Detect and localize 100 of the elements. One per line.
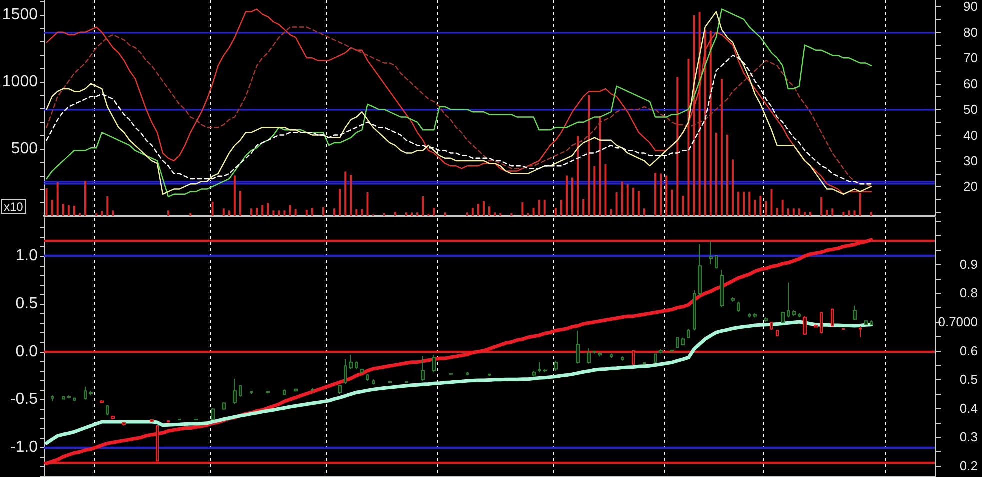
- bar: [294, 209, 297, 216]
- bar: [770, 189, 773, 216]
- bar: [538, 200, 540, 216]
- candlestick: [250, 390, 253, 395]
- bar: [444, 212, 446, 216]
- candlestick: [349, 354, 353, 370]
- candlestick: [73, 397, 76, 402]
- y2-tick-label: 70: [964, 50, 978, 66]
- candlestick: [731, 297, 735, 302]
- y-tick-label: 1500: [2, 6, 38, 24]
- candlestick: [781, 311, 785, 324]
- bar: [433, 208, 436, 216]
- bar: [334, 208, 336, 216]
- candlestick: [100, 400, 104, 404]
- candlestick: [709, 240, 713, 265]
- y2-tick-label: 50: [964, 102, 978, 118]
- bar: [361, 209, 364, 216]
- bar: [73, 206, 76, 216]
- y-tick-label: 500: [11, 140, 38, 158]
- bar: [466, 212, 468, 216]
- candlestick: [239, 384, 242, 398]
- candlestick: [643, 362, 646, 366]
- bar: [698, 12, 701, 216]
- candlestick: [266, 390, 270, 394]
- candlestick: [693, 290, 696, 332]
- bar: [228, 210, 230, 216]
- bar: [643, 208, 646, 216]
- candlestick: [156, 426, 159, 462]
- candlestick: [344, 358, 347, 384]
- bar: [826, 210, 828, 216]
- y2-tick-label: 40: [964, 128, 978, 143]
- bar: [51, 200, 54, 216]
- bar: [566, 176, 568, 216]
- candlestick: [621, 356, 624, 362]
- candlestick: [681, 337, 685, 346]
- bar: [190, 213, 192, 216]
- y2-tick-label: 80: [964, 24, 978, 40]
- bar: [306, 210, 308, 216]
- bar: [688, 59, 690, 216]
- bar: [577, 136, 580, 216]
- candlestick: [466, 372, 469, 376]
- bar: [870, 212, 872, 216]
- candlestick: [593, 350, 596, 354]
- candlestick: [698, 244, 702, 297]
- bar: [760, 196, 762, 216]
- candlestick: [360, 368, 364, 374]
- y-tick-label: -1.0: [10, 438, 38, 456]
- candlestick: [859, 326, 862, 338]
- bar: [715, 132, 718, 216]
- candlestick: [421, 356, 425, 382]
- bar: [842, 212, 845, 216]
- y2-tick-label: 0.2: [960, 458, 978, 474]
- bar: [488, 206, 490, 216]
- line-series: [45, 320, 874, 446]
- bar: [532, 208, 535, 216]
- bar: [765, 201, 768, 216]
- candlestick: [178, 418, 181, 422]
- y2-tick-label: 30: [964, 153, 978, 168]
- bar: [168, 210, 170, 216]
- candlestick: [194, 418, 198, 422]
- candlestick: [632, 350, 635, 365]
- bar: [787, 208, 790, 216]
- bar: [859, 193, 862, 216]
- bar: [272, 210, 275, 216]
- bar: [112, 210, 114, 216]
- bar: [704, 30, 706, 216]
- bar: [383, 213, 386, 216]
- y-tick-label: -0.5: [10, 391, 38, 408]
- candlestick: [89, 390, 93, 396]
- y2-tick-label: 60: [964, 76, 978, 92]
- candlestick: [283, 389, 286, 396]
- candlestick: [372, 379, 375, 386]
- bar: [743, 192, 746, 216]
- bar: [56, 182, 59, 216]
- candlestick: [792, 310, 796, 317]
- candlestick: [538, 362, 541, 373]
- candlestick: [659, 348, 663, 354]
- candlestick: [449, 372, 453, 376]
- bar: [582, 199, 585, 216]
- bar: [101, 211, 104, 216]
- bar: [250, 208, 253, 216]
- bar: [350, 175, 352, 216]
- y2-tick-label: 90: [964, 0, 978, 14]
- candlestick: [311, 388, 314, 392]
- bar: [626, 184, 629, 216]
- bar: [96, 213, 98, 216]
- bar: [284, 210, 286, 216]
- candlestick: [737, 301, 740, 312]
- bar: [782, 200, 784, 216]
- candlestick: [598, 352, 602, 358]
- candlestick: [576, 330, 580, 364]
- bar: [792, 208, 795, 216]
- y-axis-title: x10: [4, 200, 24, 214]
- candlestick: [654, 353, 657, 364]
- bar: [754, 200, 756, 216]
- bar: [666, 176, 668, 216]
- bar: [527, 213, 530, 216]
- bar: [560, 200, 562, 216]
- candlestick: [831, 308, 834, 328]
- bar: [339, 189, 342, 216]
